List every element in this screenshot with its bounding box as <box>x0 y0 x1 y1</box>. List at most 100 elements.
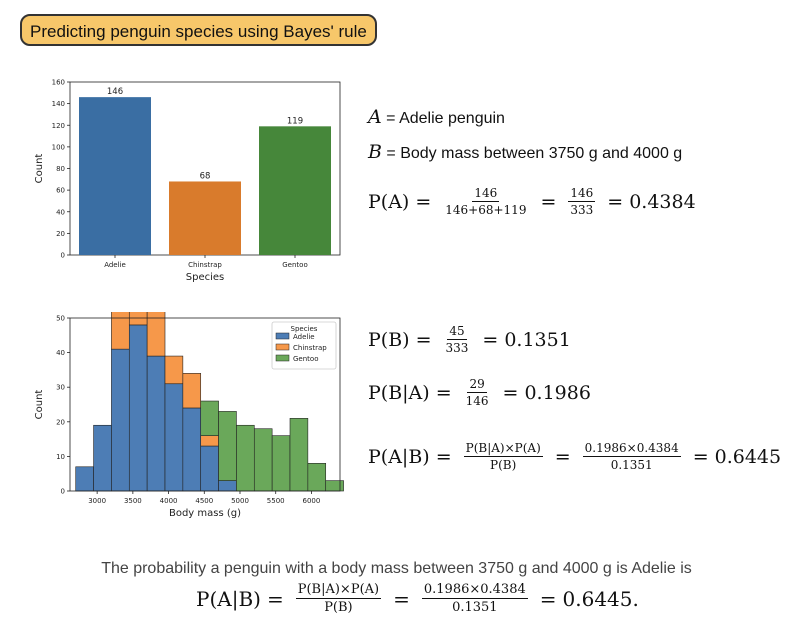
hist-bar-gentoo <box>271 435 291 492</box>
bar-chinstrap <box>169 181 241 255</box>
hist-bar-adelie <box>75 466 94 492</box>
formula-pa: P(A) = 146 146+68+119 = 146 333 = 0.4384 <box>368 186 696 217</box>
hist-bar-gentoo <box>218 411 237 481</box>
conclusion-lhs: P(A|B) <box>196 586 261 611</box>
hist-bar-adelie <box>128 324 148 492</box>
formula-pb: P(B) = 45 333 = 0.1351 <box>368 324 571 355</box>
page-title: Predicting penguin species using Bayes' … <box>20 14 377 46</box>
x-tick-label: 6000 <box>303 497 321 505</box>
definition-b: B = Body mass between 3750 g and 4000 g <box>368 141 682 163</box>
symbol-b: B <box>368 141 382 163</box>
pba-num: 29 <box>467 377 487 393</box>
conclusion-fraction-1: P(B|A)×P(A) P(B) <box>295 582 382 615</box>
conclusion-num2: 0.1986×0.4384 <box>421 582 528 599</box>
pa-num1: 146 <box>472 186 500 202</box>
bar-value-label: 146 <box>107 87 123 97</box>
hist-bar-chinstrap <box>111 312 130 350</box>
y-tick-label: 20 <box>56 418 65 426</box>
hist-bar-chinstrap <box>164 355 184 385</box>
pba-lhs: P(B|A) <box>368 381 430 404</box>
conclusion-num1: P(B|A)×P(A) <box>295 582 382 599</box>
symbol-a: A <box>368 106 382 128</box>
definition-b-text: = Body mass between 3750 g and 4000 g <box>381 145 683 162</box>
conclusion-den1: P(B) <box>324 600 353 615</box>
pb-lhs: P(B) <box>368 328 410 351</box>
pa-lhs: P(A) <box>368 190 410 213</box>
hist-bar-gentoo <box>325 480 344 492</box>
hist-bar-gentoo <box>289 418 309 492</box>
conclusion-den2: 0.1351 <box>452 600 498 615</box>
legend-swatch-adelie <box>275 332 290 340</box>
pba-den: 146 <box>465 394 489 408</box>
pa-fraction-2: 146 333 <box>568 186 596 217</box>
hist-bar-adelie <box>146 355 166 492</box>
pa-result: 0.4384 <box>629 190 696 213</box>
pb-result: 0.1351 <box>504 328 571 351</box>
pba-fraction: 29 146 <box>464 377 491 408</box>
species-bar-chart: 0 20 40 60 80 100 120 140 160 146 Adelie 68 Chinstra… <box>34 79 341 283</box>
bar-adelie <box>79 97 151 255</box>
formula-pab: P(A|B) = P(B|A)×P(A) P(B) = 0.1986×0.438… <box>368 441 782 472</box>
x-tick-label: Chinstrap <box>188 261 222 269</box>
hist-bar-chinstrap <box>182 373 202 409</box>
y-tick-label: 30 <box>56 384 65 392</box>
pab-den2: 0.1351 <box>610 458 653 472</box>
y-axis-label: Count <box>34 390 45 420</box>
hist-bar-adelie <box>218 480 237 492</box>
y-tick-label: 20 <box>56 230 65 238</box>
hist-bar-chinstrap <box>146 312 166 357</box>
pab-num2: 0.1986×0.4384 <box>582 441 681 457</box>
conclusion-formula: P(A|B) = P(B|A)×P(A) P(B) = 0.1986×0.438… <box>196 582 639 615</box>
conclusion-fraction-2: 0.1986×0.4384 0.1351 <box>421 582 528 615</box>
y-tick-label: 100 <box>52 143 65 151</box>
hist-bar-adelie <box>111 348 130 492</box>
plot-frame <box>69 317 341 492</box>
hist-bar-gentoo <box>200 400 219 436</box>
y-axis-label: Count <box>34 154 45 184</box>
pb-den: 333 <box>445 341 469 355</box>
pb-num: 45 <box>447 324 467 340</box>
hist-bar-gentoo <box>307 463 327 492</box>
hist-bar-chinstrap <box>200 435 219 447</box>
pa-fraction-1: 146 146+68+119 <box>443 186 528 217</box>
x-tick-label: Gentoo <box>282 261 307 269</box>
x-tick-label: Adelie <box>104 261 126 269</box>
definition-a-text: = Adelie penguin <box>381 110 505 127</box>
y-tick-label: 40 <box>56 349 65 357</box>
pba-result: 0.1986 <box>524 381 591 404</box>
legend-swatch-chinstrap <box>275 343 290 351</box>
y-tick-label: 80 <box>56 165 65 173</box>
formula-pba: P(B|A) = 29 146 = 0.1986 <box>368 377 591 408</box>
hist-bar-adelie <box>164 383 184 492</box>
hist-bar-adelie <box>182 407 202 492</box>
x-tick-label: 5000 <box>231 497 249 505</box>
pab-result: 0.6445 <box>714 445 782 468</box>
x-tick-label: 3000 <box>88 497 106 505</box>
bar-value-label: 68 <box>200 171 211 181</box>
pa-num2: 146 <box>568 186 596 202</box>
conclusion-text: The probability a penguin with a body ma… <box>101 560 692 577</box>
pab-den1: P(B) <box>490 458 517 472</box>
pab-num1: P(B|A)×P(A) <box>463 441 543 457</box>
hist-bar-adelie <box>200 445 219 492</box>
y-tick-label: 50 <box>56 315 65 323</box>
x-tick-label: 5500 <box>267 497 285 505</box>
pa-den1: 146+68+119 <box>445 203 527 217</box>
y-tick-label: 0 <box>61 488 65 496</box>
y-tick-label: 10 <box>56 453 65 461</box>
pa-den2: 333 <box>570 203 594 217</box>
y-tick-label: 120 <box>52 122 65 130</box>
legend-label-gentoo: Gentoo <box>293 355 318 363</box>
bar-gentoo <box>259 126 331 255</box>
x-tick-label: 3500 <box>124 497 142 505</box>
x-tick-label: 4500 <box>195 497 213 505</box>
pab-fraction-1: P(B|A)×P(A) P(B) <box>463 441 543 472</box>
y-tick-label: 160 <box>52 79 65 87</box>
hist-bar-chinstrap <box>128 312 148 326</box>
y-tick-label: 140 <box>52 100 65 108</box>
y-tick-label: 0 <box>61 252 65 260</box>
y-tick-label: 40 <box>56 208 65 216</box>
legend-label-adelie: Adelie <box>293 333 315 341</box>
pab-fraction-2: 0.1986×0.4384 0.1351 <box>582 441 681 472</box>
hist-bar-adelie <box>93 424 112 492</box>
